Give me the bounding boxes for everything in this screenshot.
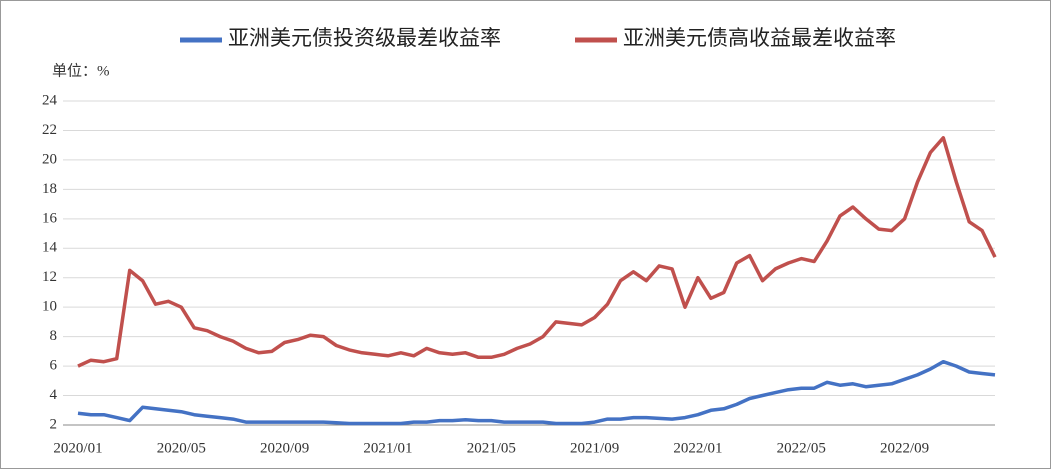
x-tick-label: 2021/09 — [570, 440, 619, 456]
unit-label: 单位：% — [52, 62, 110, 79]
x-tick-label: 2020/05 — [157, 440, 206, 456]
x-tick-label: 2021/05 — [467, 440, 516, 456]
legend-label: 亚洲美元债高收益最差收益率 — [623, 26, 896, 50]
y-tick-label: 18 — [42, 181, 57, 197]
y-tick-label: 4 — [50, 387, 58, 403]
y-tick-label: 8 — [50, 328, 58, 344]
x-tick-label: 2021/01 — [363, 440, 412, 456]
y-tick-label: 10 — [42, 299, 57, 315]
series-line — [77, 359, 996, 426]
legend: 亚洲美元债投资级最差收益率 亚洲美元债高收益最差收益率 — [180, 26, 896, 50]
y-tick-label: 12 — [42, 269, 57, 285]
y-tick-label: 24 — [42, 92, 58, 108]
x-tick-label: 2020/09 — [260, 440, 309, 456]
y-tick-label: 6 — [50, 358, 58, 374]
y-tick-label: 16 — [42, 210, 58, 226]
x-tick-label: 2022/01 — [673, 440, 722, 456]
legend-label: 亚洲美元债投资级最差收益率 — [228, 26, 501, 50]
x-tick-label: 2020/01 — [53, 440, 102, 456]
x-tick-label: 2022/05 — [777, 440, 826, 456]
y-tick-label: 20 — [42, 151, 57, 167]
series-line — [77, 136, 997, 368]
y-tick-label: 22 — [42, 122, 57, 138]
y-tick-label: 2 — [50, 416, 58, 432]
y-tick-label: 14 — [42, 240, 58, 256]
x-tick-label: 2022/09 — [880, 440, 929, 456]
